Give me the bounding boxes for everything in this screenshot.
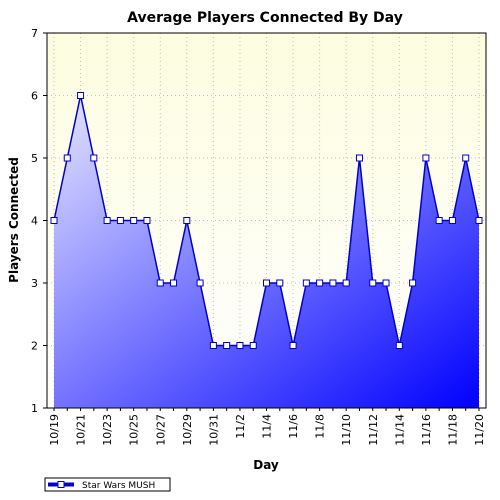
x-tick-label: 10/19 [48,414,61,446]
data-point [156,279,164,287]
x-tick-label: 11/18 [446,414,459,446]
y-tick-label: 2 [31,340,38,353]
data-point [342,279,350,287]
x-tick-label: 11/4 [261,414,274,439]
x-axis-ticks: 10/19 10/21 10/23 10/25 10/27 10/29 10/31 11/2 1… [48,408,486,446]
data-point [50,217,58,224]
x-tick-label: 11/6 [287,414,300,439]
data-point [302,279,310,287]
data-point [90,154,98,162]
data-point [276,279,284,287]
x-tick-label: 11/20 [473,414,486,446]
y-tick-label: 7 [31,27,38,40]
x-tick-label: 11/8 [314,414,327,439]
data-point [170,279,178,287]
x-tick-label: 11/2 [234,414,247,439]
x-tick-label: 11/10 [340,414,353,446]
data-point [329,279,337,287]
data-point [448,217,456,224]
x-tick-label: 10/21 [75,414,88,446]
data-point [462,154,470,162]
x-tick-label: 10/27 [154,414,167,446]
x-tick-label: 11/16 [420,414,433,446]
data-point [395,342,403,349]
series-area [54,95,479,408]
data-point [249,342,257,349]
data-point [316,279,324,287]
data-point [196,279,204,287]
y-axis-label: Players Connected [7,157,21,283]
legend: Star Wars MUSH [44,477,171,492]
x-tick-label: 10/23 [101,414,114,446]
legend-box [44,477,171,492]
y-tick-label: 3 [31,277,38,290]
data-point [382,279,390,287]
y-tick-label: 1 [31,402,38,415]
x-axis-label: Day [253,458,279,472]
data-point [369,279,377,287]
y-axis-ticks: 1 2 3 4 5 6 7 [31,27,47,415]
y-tick-label: 5 [31,152,38,165]
data-point [63,154,71,162]
data-point [116,217,124,224]
legend-label: Star Wars MUSH [82,481,155,491]
data-points [50,92,483,349]
x-tick-label: 11/12 [367,414,380,446]
data-point [409,279,417,287]
data-point [183,217,191,224]
legend-marker [57,481,65,488]
data-point [130,217,138,224]
x-tick-label: 11/14 [393,414,406,446]
data-point [143,217,151,224]
y-tick-label: 4 [31,215,38,228]
data-point [355,154,363,162]
x-tick-label: 10/29 [181,414,194,446]
y-tick-label: 6 [31,90,38,103]
data-point [289,342,297,349]
data-point [103,217,111,224]
x-tick-label: 10/31 [207,414,220,446]
data-point [475,217,483,224]
data-point [236,342,244,349]
data-point [209,342,217,349]
chart-title: Average Players Connected By Day [127,10,403,26]
x-tick-label: 10/25 [128,414,141,446]
data-point [263,279,270,287]
data-point [223,342,231,349]
data-point [77,92,85,99]
data-point [422,154,430,162]
data-point [435,217,443,224]
